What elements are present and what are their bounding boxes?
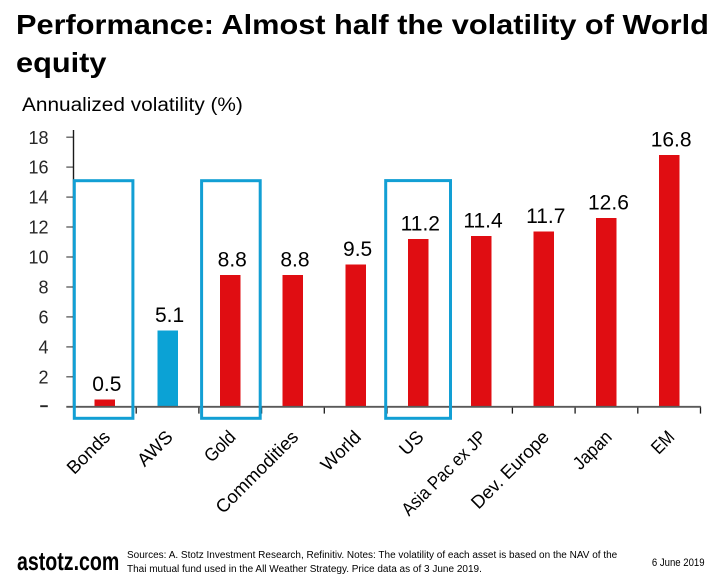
svg-text:8.8: 8.8: [218, 249, 247, 272]
svg-text:Japan: Japan: [568, 426, 615, 473]
svg-text:18: 18: [28, 128, 48, 148]
svg-text:2: 2: [38, 367, 48, 387]
svg-text:AWS: AWS: [133, 426, 177, 470]
svg-text:World: World: [316, 426, 365, 475]
svg-text:11.4: 11.4: [463, 210, 503, 233]
svg-text:0.5: 0.5: [92, 373, 121, 396]
svg-text:11.7: 11.7: [526, 205, 565, 228]
svg-text:US: US: [395, 426, 428, 459]
svg-text:4: 4: [38, 338, 48, 358]
svg-text:6: 6: [38, 308, 48, 328]
svg-text:8.8: 8.8: [280, 249, 309, 272]
svg-text:11.2: 11.2: [401, 213, 440, 236]
svg-text:5.1: 5.1: [155, 304, 184, 327]
svg-text:EM: EM: [647, 426, 679, 458]
svg-text:12.6: 12.6: [588, 192, 629, 215]
svg-text:10: 10: [28, 248, 48, 268]
svg-text:16.8: 16.8: [651, 129, 692, 152]
svg-text:16: 16: [28, 158, 48, 178]
svg-text:Bonds: Bonds: [62, 426, 114, 478]
svg-text:8: 8: [38, 278, 48, 298]
svg-text:Gold: Gold: [200, 426, 240, 466]
svg-text:12: 12: [28, 218, 48, 238]
svg-text:14: 14: [28, 188, 48, 208]
svg-text:9.5: 9.5: [343, 238, 372, 261]
